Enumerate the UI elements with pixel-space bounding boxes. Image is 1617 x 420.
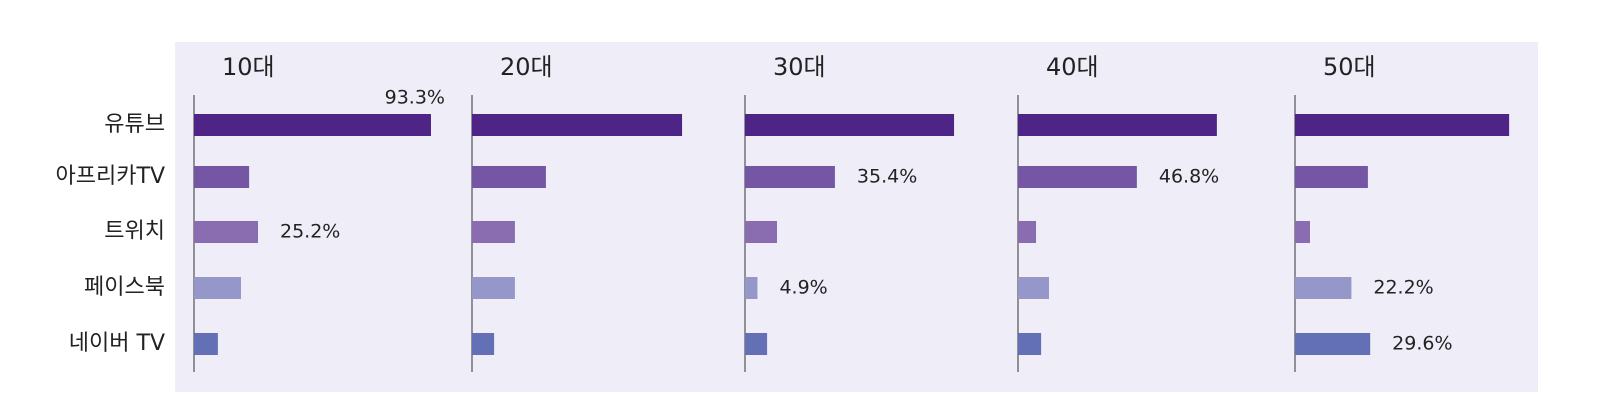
bar bbox=[745, 333, 768, 355]
category-label: 페이스북 bbox=[84, 275, 165, 300]
category-label: 네이버 TV bbox=[69, 331, 165, 356]
panel-title: 20대 bbox=[500, 53, 553, 81]
bar bbox=[472, 166, 546, 188]
value-label: 35.4% bbox=[857, 166, 917, 188]
panel-title: 30대 bbox=[773, 53, 826, 81]
bar bbox=[1018, 166, 1137, 188]
value-label: 46.8% bbox=[1159, 166, 1219, 188]
bar bbox=[1295, 333, 1371, 355]
bar bbox=[1295, 166, 1368, 188]
bar bbox=[194, 333, 218, 355]
bar bbox=[472, 277, 515, 299]
bar bbox=[472, 114, 683, 136]
bar bbox=[745, 114, 955, 136]
bar bbox=[472, 333, 495, 355]
bar bbox=[194, 277, 241, 299]
panel-title: 40대 bbox=[1046, 53, 1099, 81]
bar bbox=[745, 277, 758, 299]
category-label: 트위치 bbox=[104, 219, 165, 244]
bar bbox=[745, 166, 835, 188]
category-label: 유튜브 bbox=[104, 112, 165, 137]
bar bbox=[745, 221, 778, 243]
bar bbox=[1295, 114, 1510, 136]
bar bbox=[472, 221, 515, 243]
panel-title: 50대 bbox=[1323, 53, 1376, 81]
bar bbox=[1295, 277, 1352, 299]
panel-title: 10대 bbox=[222, 53, 275, 81]
value-label: 25.2% bbox=[280, 221, 340, 243]
bar bbox=[1018, 114, 1217, 136]
bar bbox=[194, 221, 259, 243]
bar bbox=[194, 166, 250, 188]
bar bbox=[1295, 221, 1310, 243]
value-label: 29.6% bbox=[1392, 333, 1452, 355]
value-label: 4.9% bbox=[779, 277, 827, 299]
value-label: 93.3% bbox=[385, 87, 445, 109]
bar bbox=[1018, 333, 1042, 355]
bar bbox=[194, 114, 431, 136]
value-label: 22.2% bbox=[1373, 277, 1433, 299]
bar bbox=[1018, 221, 1037, 243]
bar bbox=[1018, 277, 1049, 299]
category-label: 아프리카TV bbox=[56, 164, 165, 189]
